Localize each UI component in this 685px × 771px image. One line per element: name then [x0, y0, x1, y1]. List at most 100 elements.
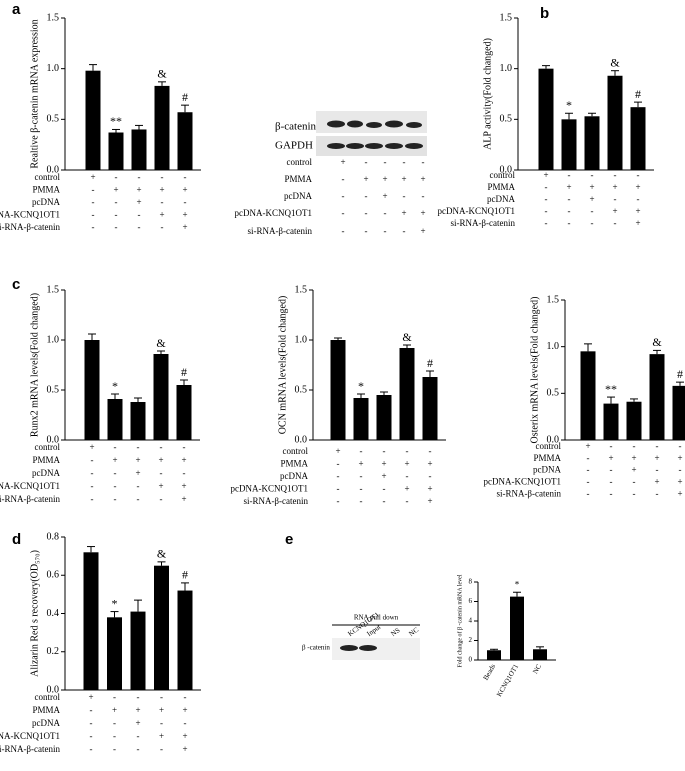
blot-bands [327, 120, 423, 149]
treatment-label: control [35, 172, 61, 182]
y-axis-label: Runx2 mRNA levels(Fold changed) [29, 293, 40, 437]
bar [376, 395, 392, 440]
treatment-sign: + [427, 459, 432, 469]
treatment-sign: - [337, 471, 340, 481]
bar [626, 401, 642, 440]
treatment-sign: + [135, 718, 140, 728]
treatment-sign: - [422, 157, 425, 167]
treatment-sign: - [137, 442, 140, 452]
bar [672, 385, 685, 440]
treatment-sign: + [635, 206, 640, 216]
treatment-sign: + [112, 455, 117, 465]
treatment-label: pcDNA-KCNQ1OT1 [235, 208, 313, 218]
treatment-sign: - [137, 494, 140, 504]
treatment-sign: - [91, 468, 94, 478]
treatment-sign: + [335, 446, 340, 456]
y-tick-label: 0.5 [47, 384, 60, 395]
y-tick-label: 0.0 [547, 434, 560, 445]
treatment-sign: - [114, 494, 117, 504]
bar [603, 403, 619, 440]
treatment-sign: + [382, 191, 387, 201]
treatment-sign: - [406, 446, 409, 456]
y-tick-label: 1.5 [47, 12, 60, 23]
treatment-sign: + [88, 692, 93, 702]
significance-label: & [157, 547, 167, 561]
treatment-sign: - [113, 731, 116, 741]
treatment-sign: - [406, 496, 409, 506]
panel-label: c [12, 276, 20, 293]
treatment-sign: + [585, 441, 590, 451]
y-tick-label: 1.0 [47, 334, 60, 345]
treatment-sign: - [184, 718, 187, 728]
treatment-label: pcDNA [32, 718, 60, 728]
significance-label: & [402, 330, 412, 344]
bar [107, 617, 122, 690]
treatment-sign: + [112, 705, 117, 715]
treatment-sign: - [115, 210, 118, 220]
significance-label: # [182, 90, 188, 104]
treatment-label: pcDNA-KCNQ1OT1 [438, 206, 516, 216]
treatment-sign: + [159, 705, 164, 715]
treatment-sign: - [91, 455, 94, 465]
y-tick-label: 0.5 [500, 114, 513, 125]
treatment-sign: - [614, 194, 617, 204]
y-tick-label: 0.0 [47, 164, 60, 175]
bar [353, 398, 369, 440]
bar [176, 385, 192, 440]
y-axis-label: OCN mRNA levels(Fold changed) [277, 296, 288, 435]
treatment-sign: + [158, 481, 163, 491]
blot-label: GAPDH [275, 140, 313, 152]
treatment-sign: - [91, 481, 94, 491]
treatment-sign: + [90, 172, 95, 182]
treatment-label: control [283, 446, 309, 456]
bar [538, 68, 554, 170]
treatment-sign: - [610, 441, 613, 451]
treatment-sign: - [383, 446, 386, 456]
bar [130, 402, 146, 440]
significance-label: * [566, 98, 572, 112]
bar [422, 377, 438, 440]
significance-label: * [515, 579, 520, 589]
bar [630, 107, 646, 170]
treatment-sign: - [656, 465, 659, 475]
treatment-sign: - [587, 488, 590, 498]
treatment-sign: + [182, 185, 187, 195]
treatment-sign: - [384, 226, 387, 236]
treatment-sign: + [135, 705, 140, 715]
treatment-sign: - [91, 494, 94, 504]
treatment-label: PMMA [533, 453, 561, 463]
treatment-sign: - [160, 442, 163, 452]
y-tick-label: 0.4 [47, 608, 60, 619]
significance-label: & [156, 336, 166, 350]
treatment-sign: - [587, 465, 590, 475]
treatment-sign: - [137, 692, 140, 702]
treatment-sign: + [635, 218, 640, 228]
treatment-sign: + [136, 185, 141, 195]
treatment-label: pcDNA [533, 465, 561, 475]
treatment-sign: - [160, 692, 163, 702]
treatment-label: PMMA [284, 174, 312, 184]
y-tick-label: 1.5 [547, 294, 560, 305]
treatment-sign: + [566, 182, 571, 192]
treatment-sign: - [545, 218, 548, 228]
treatment-sign: - [160, 718, 163, 728]
treatment-sign: + [608, 453, 613, 463]
treatment-sign: + [420, 208, 425, 218]
significance-label: ** [605, 382, 617, 396]
treatment-sign: - [365, 226, 368, 236]
bar [84, 340, 100, 440]
treatment-sign: - [610, 488, 613, 498]
treatment-sign: - [365, 208, 368, 218]
treatment-sign: + [182, 744, 187, 754]
treatment-sign: - [337, 484, 340, 494]
treatment-sign: - [90, 718, 93, 728]
treatment-sign: - [610, 476, 613, 486]
treatment-label: si-RNA-β-catenin [247, 226, 312, 236]
bar [607, 75, 623, 170]
treatment-sign: + [182, 731, 187, 741]
panel-label: b [540, 5, 549, 22]
treatment-sign: - [92, 197, 95, 207]
treatment-sign: - [114, 481, 117, 491]
bar [533, 649, 547, 660]
y-tick-label: 0.5 [547, 388, 560, 399]
